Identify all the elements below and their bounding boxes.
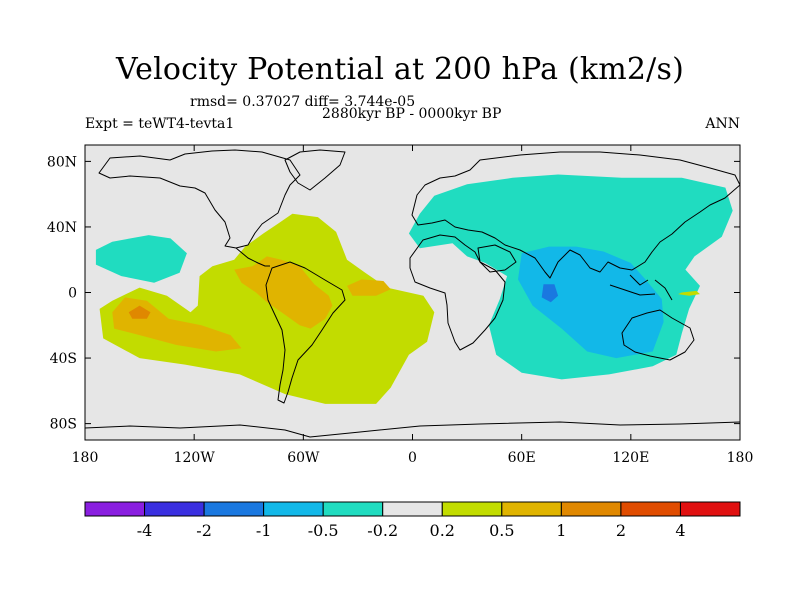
chart-title: Velocity Potential at 200 hPa (km2/s) xyxy=(116,52,684,87)
colorbar-swatch xyxy=(263,501,324,517)
colorbar-swatch xyxy=(679,501,741,517)
colorbar-label: -4 xyxy=(137,521,153,540)
contour-region-south-america-core xyxy=(234,256,333,329)
axes: 180 120W 60W 0 60E 120E 180 80N 40N 0 40S 80S xyxy=(47,145,753,466)
colorbar-label: 4 xyxy=(675,521,685,540)
y-tick-label: 80N xyxy=(47,154,77,170)
x-tick-label: 120E xyxy=(612,450,649,466)
contour-region-pacific-atlantic-positive xyxy=(99,213,435,404)
colorbar-label: 2 xyxy=(616,521,626,540)
colorbar-label: 0.5 xyxy=(489,521,514,540)
experiment-label: Expt = teWT4-tevta1 xyxy=(85,116,235,132)
colorbar-label: -2 xyxy=(196,521,212,540)
coastline-central-america xyxy=(235,247,270,267)
colorbar-label: 0.2 xyxy=(430,521,455,540)
y-tick-label: 40N xyxy=(47,220,77,236)
coastline-arabia xyxy=(477,244,517,273)
contour-region-bay-of-bengal-min xyxy=(541,284,559,303)
colorbar-swatch xyxy=(322,501,384,517)
coastline-maritime-continent xyxy=(609,274,673,301)
coastline-greenland xyxy=(284,149,346,191)
colorbar-label: -0.2 xyxy=(367,521,398,540)
coastline-north-america xyxy=(98,149,301,249)
contour-region-small-positive-islet xyxy=(678,290,700,296)
colorbar-swatch xyxy=(382,501,443,517)
x-tick-label: 180 xyxy=(727,450,754,466)
contour-region-atlantic-core xyxy=(347,279,391,296)
contour-region-south-pacific-max xyxy=(128,305,151,319)
y-tick-label: 80S xyxy=(50,417,77,433)
contour-region-north-pacific-negative xyxy=(95,235,187,283)
colorbar: -4 -2 -1 -0.5 -0.2 0.2 0.5 1 2 4 xyxy=(84,501,741,540)
x-tick-label: 120W xyxy=(174,450,216,466)
colorbar-swatch xyxy=(560,501,622,517)
colorbar-label: -1 xyxy=(256,521,272,540)
x-tick-label: 180 xyxy=(72,450,99,466)
colorbar-swatch xyxy=(620,501,681,517)
coastline-antarctica xyxy=(85,421,740,438)
colorbar-swatch xyxy=(441,501,503,517)
coastlines xyxy=(85,149,740,438)
colorbar-swatch xyxy=(203,501,265,517)
y-tick-label: 0 xyxy=(68,286,77,302)
contour-fills xyxy=(95,174,733,404)
x-tick-label: 60W xyxy=(287,450,320,466)
rmsd-diff-stats: rmsd= 0.37027 diff= 3.744e-05 xyxy=(190,94,416,110)
coastline-australia xyxy=(621,309,695,361)
colorbar-swatch xyxy=(501,501,562,517)
coastline-south-america xyxy=(265,261,346,404)
colorbar-swatch xyxy=(144,501,205,517)
y-tick-label: 40S xyxy=(50,351,77,367)
x-tick-label: 0 xyxy=(408,450,417,466)
contour-region-indian-ocean-negative-core xyxy=(518,246,664,359)
colorbar-swatch xyxy=(84,501,146,517)
season-label: ANN xyxy=(705,116,740,132)
colorbar-label: -0.5 xyxy=(308,521,339,540)
coastline-africa xyxy=(409,234,506,351)
colorbar-label: 1 xyxy=(556,521,566,540)
x-tick-label: 60E xyxy=(508,450,536,466)
coastline-eurasia xyxy=(411,151,740,279)
time-period: 2880kyr BP - 0000kyr BP xyxy=(322,106,502,122)
